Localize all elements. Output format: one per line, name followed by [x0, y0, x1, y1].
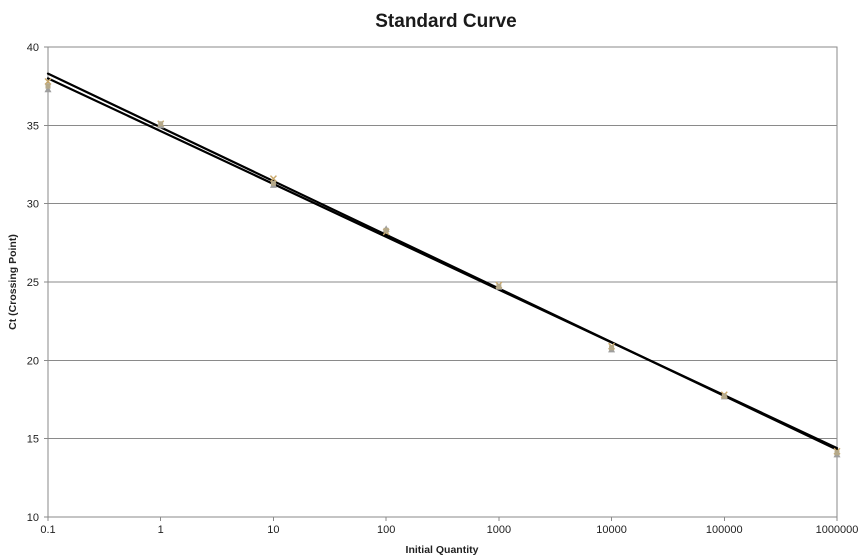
y-tick-label: 30	[27, 199, 39, 211]
data-point-square	[383, 227, 389, 233]
data-point-triangle	[44, 85, 52, 93]
x-tick-label: 10000	[596, 524, 627, 536]
data-point-square	[496, 284, 502, 290]
data-point-square	[270, 180, 276, 186]
y-axis-label: Ct (Crossing Point)	[7, 234, 19, 330]
y-tick-label: 40	[27, 42, 39, 54]
x-tick-label: 100000	[706, 524, 743, 536]
data-point-x	[269, 175, 277, 183]
data-point-square	[834, 450, 840, 456]
y-tick-label: 15	[27, 434, 39, 446]
gridlines	[48, 46, 837, 518]
y-tick-label: 20	[27, 355, 39, 367]
x-tick-label: 1000	[487, 524, 511, 536]
x-tick-label: 100	[377, 524, 395, 536]
data-point-square	[45, 83, 51, 89]
x-tick-label: 1	[158, 524, 164, 536]
y-tick-label: 10	[27, 512, 39, 524]
y-tick-label: 25	[27, 277, 39, 289]
data-point-square	[721, 393, 727, 399]
y-axis-ticks: 10 15 20 25 30 35 40	[27, 42, 48, 524]
y-tick-label: 35	[27, 120, 39, 132]
chart-title: Standard Curve	[375, 11, 516, 32]
trendline	[46, 77, 839, 450]
data-point-square	[158, 121, 164, 127]
x-tick-label: 10	[267, 524, 279, 536]
x-axis-label: Initial Quantity	[406, 544, 479, 555]
trendlines	[46, 72, 839, 451]
data-point-square	[609, 345, 615, 351]
data-point-x	[44, 77, 52, 85]
x-axis-ticks: 0.1 1 10 100 1000 10000 100000 1000000	[40, 517, 858, 536]
x-tick-label: 1000000	[816, 524, 859, 536]
x-tick-label: 0.1	[40, 524, 55, 536]
data-points	[44, 77, 841, 458]
